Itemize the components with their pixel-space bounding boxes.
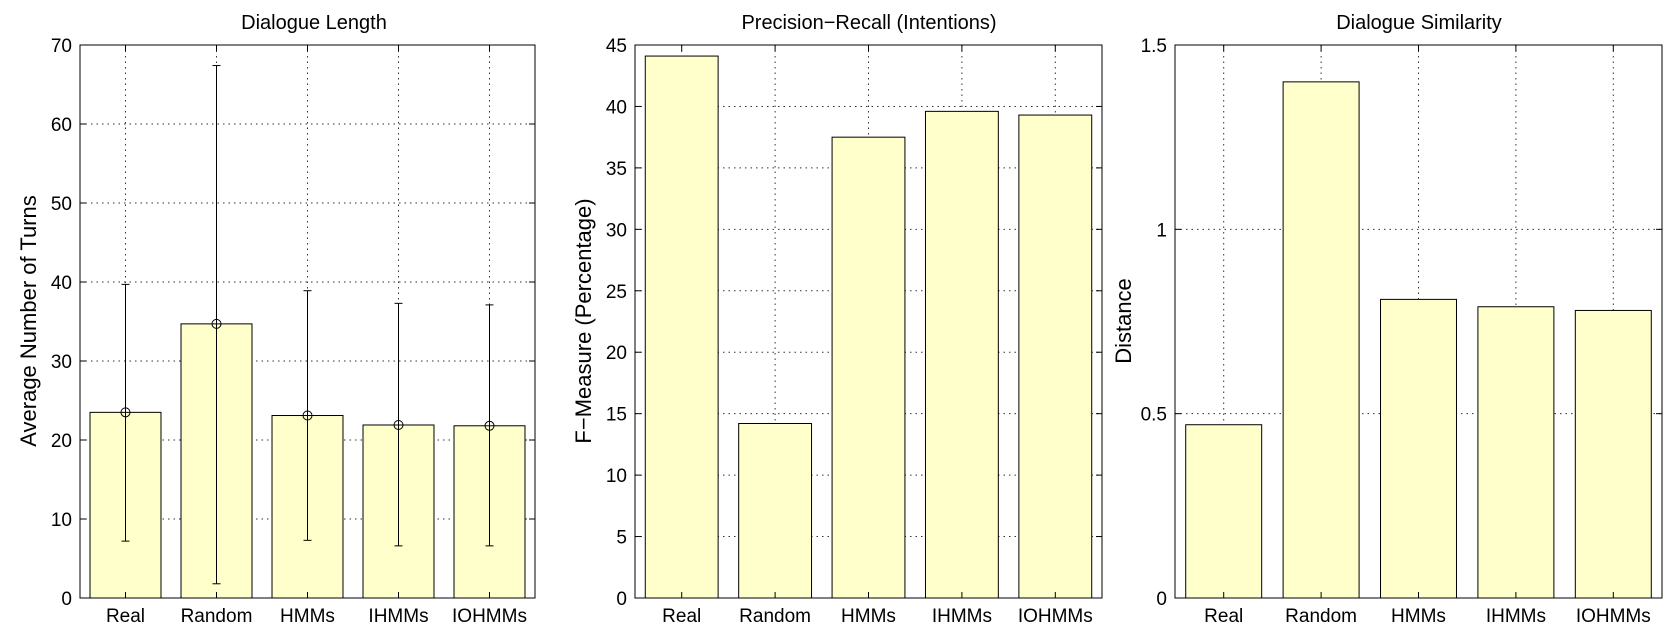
x-tick-label: Real (1204, 606, 1243, 627)
plot-area: 0 10 20 30 40 50 60 70 Real Random HMMs IHMMs IOHMMs (51, 36, 536, 627)
mean-marker (393, 419, 404, 430)
y-tick-label: 40 (606, 97, 627, 118)
bar-iohmms (1574, 309, 1652, 599)
x-tick-label: IHMMs (932, 606, 992, 627)
y-tick-label: 70 (51, 36, 72, 57)
y-tick-label: 45 (606, 36, 627, 57)
x-tick-label: Real (662, 606, 701, 627)
x-tick-label: IOHMMs (1576, 606, 1651, 627)
y-tick-label: 10 (51, 510, 72, 531)
x-tick-label: Real (106, 606, 145, 627)
x-tick-label: Random (739, 606, 811, 627)
bar-random (738, 422, 813, 599)
y-tick-label: 30 (606, 220, 627, 241)
bar-real (1185, 424, 1263, 599)
bar-hmms (1380, 298, 1457, 599)
y-axis-label: Average Number of Turns (16, 195, 41, 447)
bar-iohmms (1018, 114, 1093, 599)
y-axis-label: F−Measure (Percentage) (571, 198, 596, 443)
plot-area: 0 5 10 15 20 25 30 35 40 45 Real Random HMMs IHMMs IOH… (606, 36, 1103, 627)
chart-panel-dialogue-similarity: Dialogue Similarity Distance 0 0.5 1 1.5 Rea… (1111, 12, 1663, 627)
bar-hmms (831, 136, 906, 599)
x-tick-label: IOHMMs (1018, 606, 1093, 627)
x-tick-label: IHMMs (1486, 606, 1546, 627)
y-tick-label: 0 (1156, 589, 1167, 610)
mean-marker (484, 420, 495, 431)
x-tick-label: HMMs (841, 606, 896, 627)
x-tick-label: Random (181, 606, 253, 627)
chart-title: Precision−Recall (Intentions) (741, 12, 996, 34)
y-tick-label: 0 (616, 589, 627, 610)
y-tick-label: 10 (606, 466, 627, 487)
x-tick-label: HMMs (1391, 606, 1446, 627)
plot-area: 0 0.5 1 1.5 Real Random HMMs IHMMs IOHMMs (1141, 36, 1663, 627)
mean-marker (302, 410, 313, 421)
chart-title: Dialogue Similarity (1336, 12, 1502, 34)
y-tick-label: 30 (51, 352, 72, 373)
bar-ihmms (1477, 306, 1555, 599)
y-tick-label: 5 (616, 528, 627, 549)
y-tick-label: 0.5 (1141, 405, 1167, 426)
y-tick-label: 0 (61, 589, 72, 610)
y-tick-label: 1 (1156, 220, 1167, 241)
x-tick-label: IOHMMs (452, 606, 527, 627)
x-tick-label: Random (1285, 606, 1357, 627)
chart-panel-dialogue-length: Dialogue Length Average Number of Turns … (16, 12, 536, 627)
y-tick-label: 60 (51, 115, 72, 136)
bar-random (1282, 81, 1360, 599)
y-tick-label: 40 (51, 273, 72, 294)
y-tick-label: 20 (606, 343, 627, 364)
chart-panel-precision-recall: Precision−Recall (Intentions) F−Measure … (571, 12, 1103, 627)
y-tick-label: 25 (606, 282, 627, 303)
chart-title: Dialogue Length (241, 12, 387, 34)
y-tick-label: 50 (51, 194, 72, 215)
x-tick-label: IHMMs (368, 606, 428, 627)
y-axis-label: Distance (1111, 278, 1136, 364)
bar-ihmms (924, 110, 999, 599)
y-tick-label: 15 (606, 405, 627, 426)
x-tick-label: HMMs (280, 606, 335, 627)
bar-real (644, 55, 719, 599)
y-tick-label: 1.5 (1141, 36, 1167, 57)
y-tick-label: 20 (51, 431, 72, 452)
mean-marker (211, 318, 222, 329)
mean-marker (120, 407, 131, 418)
y-tick-label: 35 (606, 159, 627, 180)
